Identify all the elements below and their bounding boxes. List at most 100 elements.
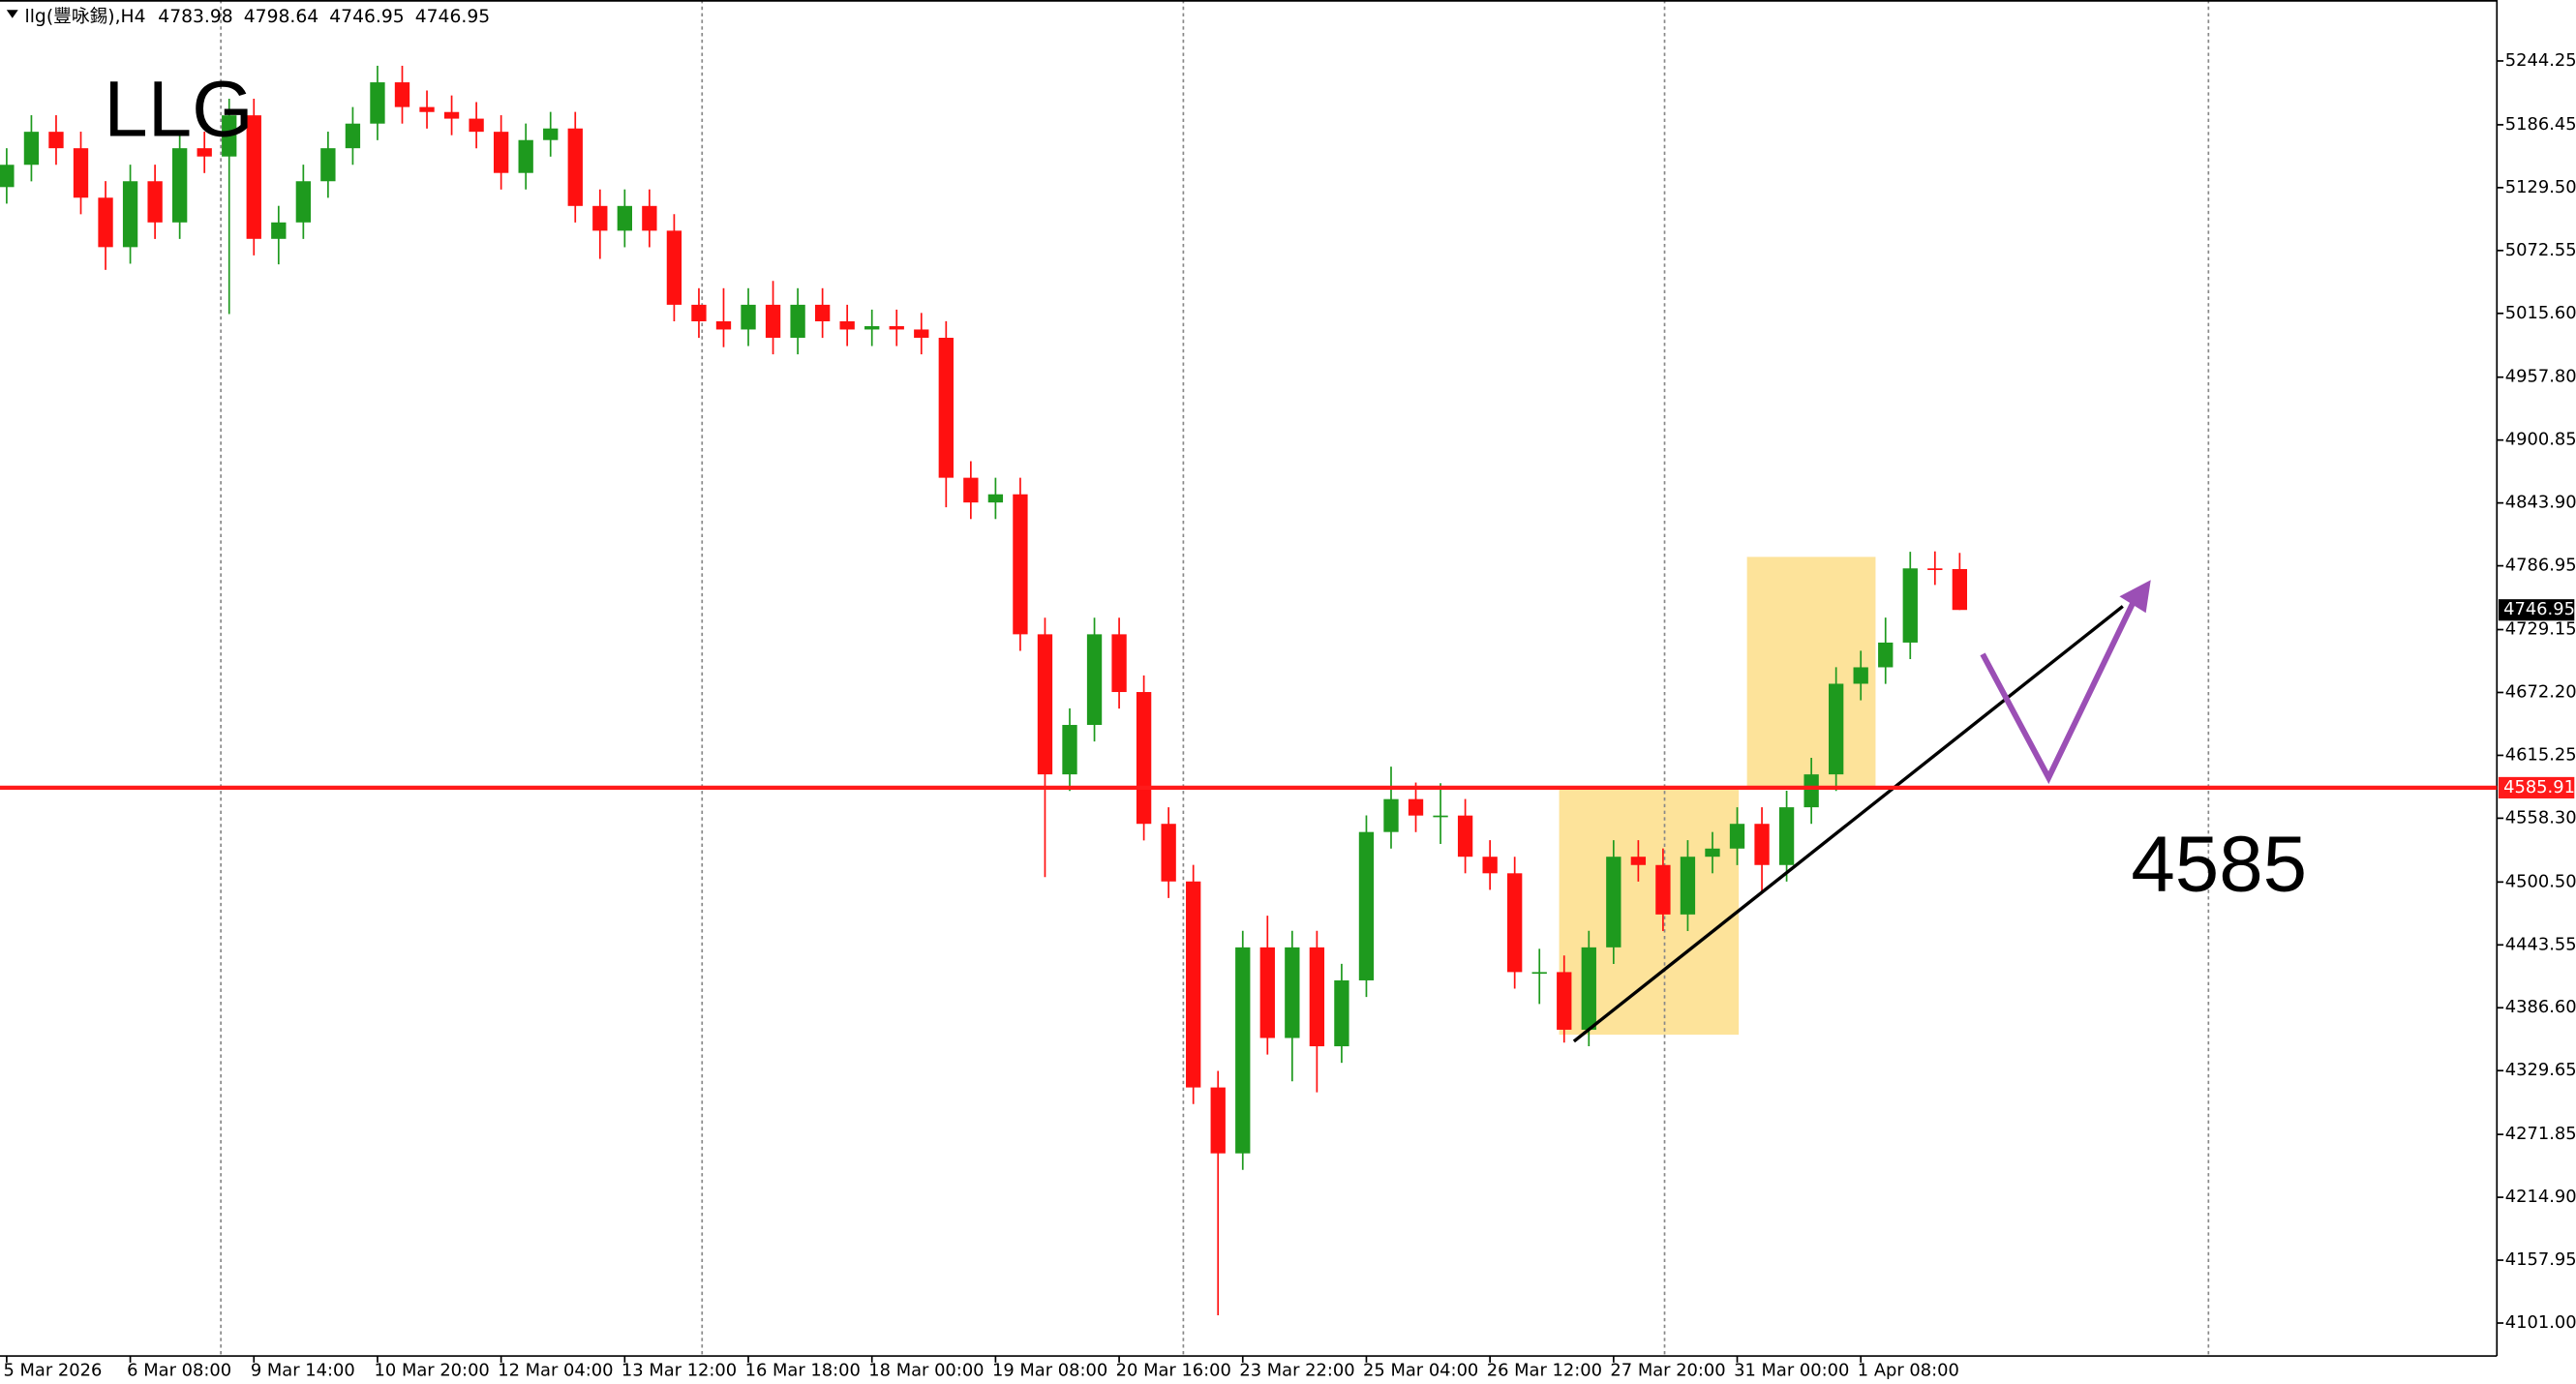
candle-body <box>1581 947 1596 1030</box>
price-label-box <box>2498 599 2575 621</box>
candle-body <box>518 139 533 173</box>
y-tick-label: 4900.85 <box>2505 430 2576 450</box>
x-tick-label: 12 Mar 04:00 <box>498 1360 613 1380</box>
candle-body <box>1606 857 1621 948</box>
x-tick-label: 6 Mar 08:00 <box>127 1360 231 1380</box>
y-tick-label: 5186.45 <box>2505 114 2576 135</box>
y-tick-label: 4443.55 <box>2505 934 2576 954</box>
candles <box>0 65 1968 1316</box>
x-tick-label: 26 Mar 12:00 <box>1487 1360 1602 1380</box>
candle-body <box>987 494 1004 503</box>
y-tick-label: 4157.95 <box>2505 1249 2576 1270</box>
candle-body <box>642 205 657 231</box>
y-tick-label: 4843.90 <box>2505 493 2576 513</box>
candle-body <box>443 111 460 119</box>
x-tick-label: 20 Mar 16:00 <box>1116 1360 1231 1380</box>
y-tick-label: 5015.60 <box>2505 303 2576 323</box>
candle-body <box>1383 798 1399 832</box>
y-tick-label: 5129.50 <box>2505 177 2576 197</box>
menu-arrow[interactable] <box>6 10 18 18</box>
candle-body <box>222 115 237 157</box>
candle-body <box>617 205 632 231</box>
arrow-head <box>2119 580 2151 614</box>
y-tick-label: 4329.65 <box>2505 1060 2576 1080</box>
x-tick-label: 9 Mar 14:00 <box>251 1360 355 1380</box>
candle-body <box>567 128 583 206</box>
candle-body <box>1952 568 1968 611</box>
y-tick-label: 4957.80 <box>2505 367 2576 387</box>
candle-body <box>1161 824 1176 882</box>
candle-body <box>320 148 336 182</box>
candle-body <box>1037 634 1053 775</box>
candle-body <box>839 321 855 330</box>
candle-body <box>1729 824 1745 849</box>
y-tick-label: 4386.60 <box>2505 997 2576 1017</box>
candle-body <box>1086 634 1103 726</box>
candle-body <box>666 230 682 305</box>
x-tick-label: 23 Mar 22:00 <box>1239 1360 1354 1380</box>
projection-arrow <box>1980 591 2140 785</box>
candle-body <box>1705 848 1720 857</box>
candle-body <box>1457 815 1473 857</box>
candle-body <box>48 132 64 149</box>
candle-body <box>1309 947 1325 1047</box>
candle-body <box>938 337 954 478</box>
x-tick-label: 25 Mar 04:00 <box>1363 1360 1478 1380</box>
last-close: 4746.95 <box>415 7 490 27</box>
candle-body <box>1680 857 1696 915</box>
x-tick-label: 13 Mar 12:00 <box>621 1360 737 1380</box>
candle-body <box>765 304 781 338</box>
candle-body <box>370 82 385 124</box>
candle-body <box>1557 972 1572 1030</box>
x-tick-label: 18 Mar 00:00 <box>868 1360 984 1380</box>
candle-body <box>493 132 509 173</box>
candle-body <box>271 222 287 239</box>
y-tick-label: 5072.55 <box>2505 240 2576 260</box>
candle-body <box>394 82 410 107</box>
candle-body <box>1927 568 1943 570</box>
candle-body <box>1482 857 1498 874</box>
candle-body <box>914 329 929 338</box>
candle-body <box>741 304 756 330</box>
candle-body <box>1754 824 1770 865</box>
x-tick-label: 16 Mar 18:00 <box>745 1360 861 1380</box>
candle-body <box>1630 857 1647 865</box>
candle-body <box>1259 947 1275 1038</box>
symbol: llg(豐咏錫),H4 <box>25 7 146 27</box>
x-tick-label: 31 Mar 00:00 <box>1734 1360 1849 1380</box>
y-tick-label: 4786.95 <box>2505 556 2576 576</box>
candle-body <box>790 304 805 338</box>
candle-body <box>691 304 707 322</box>
candle-body <box>295 181 312 223</box>
candle-body <box>1210 1087 1226 1154</box>
candle-body <box>469 118 484 133</box>
y-tick-label: 4500.50 <box>2505 871 2576 891</box>
candle-body <box>1186 881 1201 1088</box>
candle-body <box>1408 798 1424 816</box>
candle-body <box>889 326 904 330</box>
candle-body <box>1803 774 1819 808</box>
y-tick-label: 4729.15 <box>2505 619 2576 640</box>
candle-body <box>246 115 261 239</box>
candle-body <box>543 128 559 140</box>
y-tick-label: 5244.25 <box>2505 50 2576 71</box>
candle-body <box>1878 642 1894 668</box>
candle-body <box>1778 807 1795 865</box>
x-tick-label: 5 Mar 2026 <box>3 1360 102 1380</box>
x-tick-label: 19 Mar 08:00 <box>992 1360 1107 1380</box>
candle-body <box>1062 725 1077 775</box>
last-high: 4798.64 <box>244 7 318 27</box>
x-tick-label: 10 Mar 20:00 <box>375 1360 490 1380</box>
candle-body <box>1334 979 1349 1047</box>
y-tick-label: 4558.30 <box>2505 807 2576 827</box>
chart-title: LLG <box>104 66 253 154</box>
candle-body <box>23 132 40 165</box>
candle-body <box>1235 947 1251 1154</box>
candle-body <box>715 321 732 330</box>
y-tick-label: 4672.20 <box>2505 681 2576 702</box>
candle-body <box>73 148 89 198</box>
candle-body <box>345 123 361 149</box>
last-low: 4746.95 <box>329 7 404 27</box>
